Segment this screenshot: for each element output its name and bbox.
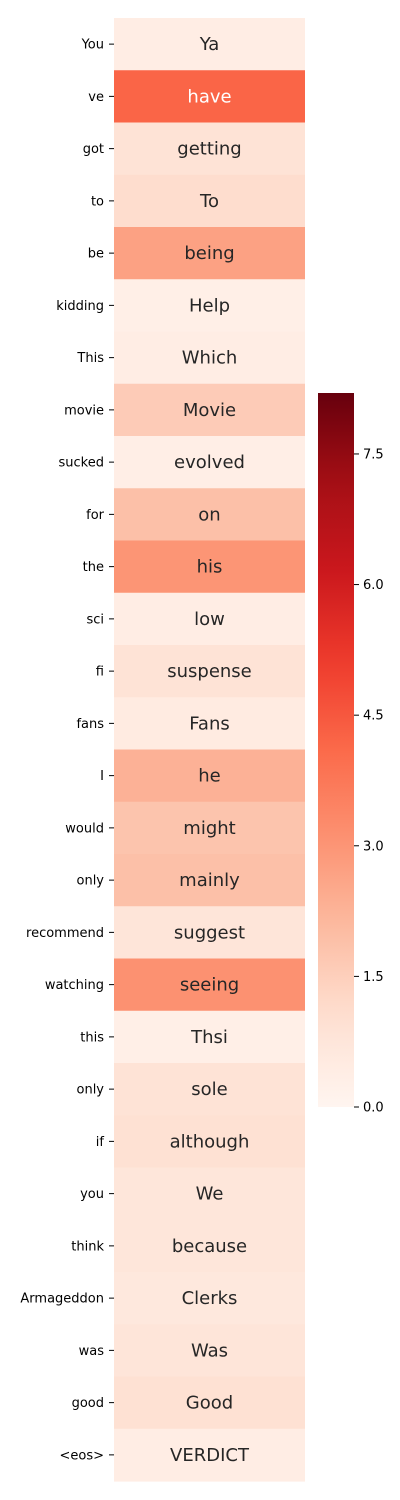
heatmap-cell-text: Clerks — [182, 1288, 238, 1309]
heatmap-cell — [114, 854, 305, 907]
row-label: movie — [64, 403, 104, 418]
colorbar-tick-label: 7.5 — [363, 447, 384, 462]
row-label: Armageddon — [20, 1292, 104, 1307]
heatmap-cell-text: seeing — [180, 975, 239, 996]
row-label: This — [76, 351, 104, 366]
heatmap-cell — [114, 1115, 305, 1169]
heatmap-cell-text: he — [198, 766, 220, 787]
heatmap-cell-text: Help — [189, 295, 230, 316]
heatmap-cell — [114, 174, 305, 228]
heatmap-cell — [114, 18, 305, 71]
heatmap-cell — [114, 227, 305, 280]
row-label: ve — [88, 90, 104, 105]
heatmap-cell-text: suspense — [167, 661, 252, 682]
heatmap-cell-text: We — [196, 1184, 224, 1205]
row-label: sci — [86, 612, 104, 627]
row-label: got — [83, 142, 104, 157]
heatmap-cell-text: have — [187, 86, 231, 107]
heatmap-cell — [114, 122, 305, 176]
heatmap-cell-text: Fans — [189, 713, 230, 734]
row-label: if — [96, 1135, 105, 1150]
heatmap-cell — [114, 1428, 305, 1482]
heatmap-cell — [114, 279, 305, 333]
colorbar-tick-label: 0.0 — [363, 1101, 384, 1116]
heatmap-cell-text: mainly — [179, 870, 240, 891]
heatmap-cell — [114, 1167, 305, 1221]
row-label: was — [79, 1344, 105, 1359]
row-label: for — [86, 508, 105, 523]
heatmap-cell-text: getting — [177, 139, 241, 160]
heatmap-cell-text: sole — [191, 1079, 227, 1100]
heatmap-cell — [114, 540, 305, 594]
row-label: <eos> — [59, 1448, 104, 1463]
heatmap-cell-text: VERDICT — [170, 1445, 250, 1466]
row-label: sucked — [59, 456, 104, 471]
heatmap-cell-text: Which — [182, 348, 238, 369]
heatmap-cell — [114, 70, 305, 124]
row-label: think — [71, 1239, 104, 1254]
heatmap-cell-text: his — [197, 557, 223, 578]
row-label: this — [80, 1030, 104, 1045]
row-label: would — [65, 821, 104, 836]
colorbar-tick-label: 6.0 — [363, 578, 384, 593]
row-label: fans — [76, 717, 104, 732]
row-label: to — [91, 194, 104, 209]
heatmap-cell — [114, 645, 305, 698]
row-label: kidding — [56, 299, 104, 314]
heatmap-cell — [114, 697, 305, 751]
row-label: watching — [45, 978, 104, 993]
row-label: You — [81, 38, 104, 53]
heatmap-cell-text: low — [194, 609, 225, 630]
heatmap-cell-text: Good — [186, 1393, 233, 1414]
heatmap-cell — [114, 801, 305, 855]
heatmap-cell — [114, 1010, 305, 1064]
heatmap-cell-text: because — [172, 1236, 247, 1257]
colorbar-tick-label: 4.5 — [363, 709, 384, 724]
heatmap-cell-text: suggest — [174, 922, 245, 943]
heatmap-cell — [114, 1376, 305, 1430]
heatmap-cell — [114, 331, 305, 385]
row-label: fi — [96, 665, 104, 680]
heatmap-cell — [114, 1219, 305, 1273]
heatmap-cell-text: evolved — [174, 452, 245, 473]
heatmap-cells: Ya have getting To being Help Which Movie evolve… — [114, 18, 305, 1482]
heatmap-cell-text: on — [198, 504, 220, 525]
heatmap-cell — [114, 592, 305, 646]
heatmap-cell — [114, 749, 305, 803]
heatmap-cell-text: might — [183, 818, 235, 839]
heatmap-cell-text: Movie — [183, 400, 236, 421]
colorbar: 0.0 1.5 3.0 4.5 6.0 7.5 — [318, 393, 384, 1116]
heatmap-cell — [114, 436, 305, 489]
heatmap-cell-text: Was — [191, 1340, 228, 1361]
heatmap-cell-text: Ya — [199, 34, 220, 55]
heatmap-cell-text: Thsi — [190, 1027, 228, 1048]
colorbar-gradient — [318, 393, 354, 1107]
colorbar-tick-label: 1.5 — [363, 970, 384, 985]
heatmap-cell — [114, 906, 305, 960]
heatmap-cell-text: being — [184, 243, 234, 264]
row-label: only — [77, 874, 105, 889]
colorbar-tick-label: 3.0 — [363, 839, 384, 854]
heatmap-cell — [114, 1272, 305, 1325]
heatmap-cell — [114, 1063, 305, 1116]
heatmap-cell-text: although — [170, 1131, 250, 1152]
row-label: only — [77, 1083, 105, 1098]
heatmap-cell — [114, 1324, 305, 1378]
row-label: recommend — [26, 926, 104, 941]
heatmap-cell — [114, 958, 305, 1012]
heatmap-cell — [114, 383, 305, 437]
heatmap-cell-text: To — [199, 191, 219, 212]
row-label: good — [72, 1396, 104, 1411]
heatmap-cell — [114, 488, 305, 542]
row-label: you — [80, 1187, 104, 1202]
row-label: be — [88, 247, 104, 262]
row-labels: You ve got to be kidding This movie sucked for the… — [20, 38, 114, 1463]
row-label: the — [83, 560, 104, 575]
row-label: I — [100, 769, 104, 784]
